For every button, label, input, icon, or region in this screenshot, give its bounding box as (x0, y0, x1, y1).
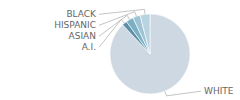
slice-label: A.I. (82, 42, 96, 52)
slice-label: ASIAN (69, 31, 96, 41)
pie (110, 14, 190, 94)
slice-label: HISPANIC (54, 20, 96, 30)
leader-line (99, 15, 130, 36)
pie-slice (110, 14, 190, 94)
leader-line (99, 9, 145, 14)
slice-label: WHITE (204, 86, 234, 96)
pie-slice (140, 14, 150, 54)
slice-label: BLACK (66, 9, 97, 19)
chart: WHITE A.I.ASIANHISPANICBLACK (0, 0, 240, 100)
leader-line (165, 91, 201, 96)
